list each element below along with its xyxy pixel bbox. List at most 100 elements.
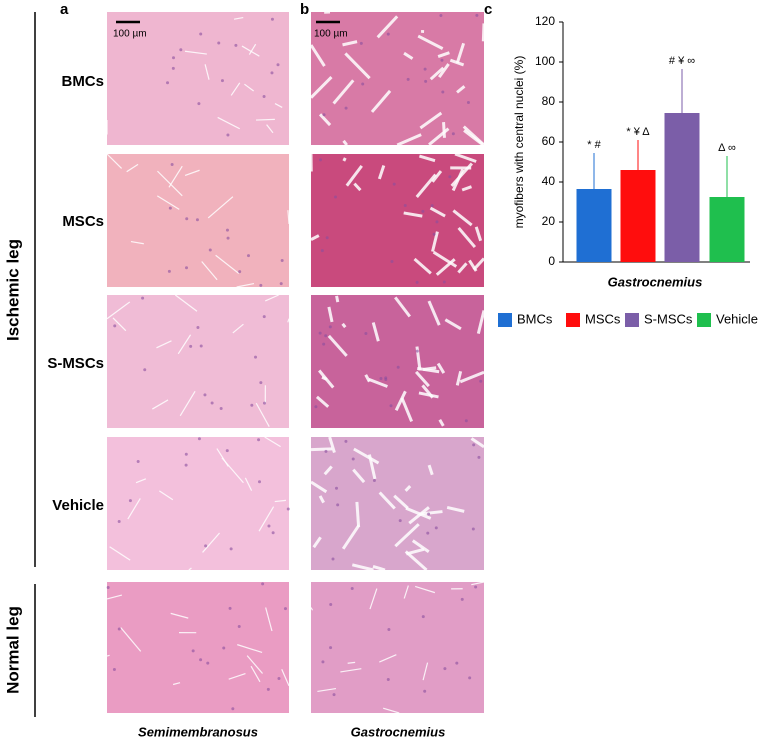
nucleus <box>372 478 376 482</box>
fiber-gap <box>135 478 147 484</box>
nucleus <box>279 282 283 286</box>
fiber-gap <box>377 165 386 180</box>
nucleus <box>228 606 232 610</box>
fiber-gap <box>341 322 347 329</box>
nucleus <box>455 661 459 665</box>
nucleus <box>421 615 425 619</box>
nucleus <box>261 582 265 586</box>
annotation: * ¥ Δ <box>626 126 650 138</box>
fiber-gap <box>429 66 445 81</box>
nucleus <box>392 182 396 186</box>
nucleus <box>350 586 354 590</box>
fiber-gap <box>188 567 192 571</box>
nucleus <box>421 209 425 213</box>
row-label: S-MSCs <box>47 355 104 372</box>
nucleus <box>423 67 427 71</box>
fiber-gap <box>130 240 144 245</box>
nucleus <box>257 480 261 484</box>
fiber-gap <box>274 103 283 108</box>
fiber-gap <box>172 682 181 686</box>
column-caption: Semimembranosus <box>138 724 258 739</box>
nucleus <box>427 512 431 516</box>
fiber-gap <box>454 152 477 163</box>
micrographs <box>106 10 486 714</box>
nucleus <box>320 249 324 253</box>
y-tick-label: 120 <box>535 14 555 28</box>
fiber-gap <box>255 402 270 427</box>
fiber-gap <box>459 370 485 384</box>
fiber-gap <box>438 419 445 427</box>
fiber-gap <box>418 391 439 399</box>
nucleus <box>238 270 242 274</box>
fiber-gap <box>379 654 397 663</box>
fiber-gap <box>372 564 386 572</box>
nucleus <box>472 443 476 447</box>
scale-label: 100 µm <box>314 29 348 40</box>
fiber-gap <box>244 83 255 92</box>
fiber-gap <box>382 707 400 714</box>
nucleus <box>406 77 410 81</box>
nucleus <box>229 547 233 551</box>
nucleus <box>448 175 452 179</box>
fiber-gap <box>159 490 174 501</box>
nucleus <box>329 602 333 606</box>
nucleus <box>434 526 438 530</box>
fiber-gap <box>287 210 290 224</box>
nucleus <box>477 455 481 459</box>
nucleus <box>322 342 326 346</box>
nucleus <box>332 693 336 697</box>
legend-swatch <box>498 313 512 327</box>
row-label: BMCs <box>61 73 104 90</box>
fiber-gap <box>419 111 443 130</box>
fiber-gap <box>472 257 486 271</box>
fiber-gap <box>106 301 131 320</box>
fiber-gap <box>332 79 355 105</box>
fiber-gap <box>437 63 450 78</box>
fiber-gap <box>258 506 275 532</box>
fiber-gap <box>344 52 371 80</box>
legend-label: Vehicle <box>716 311 758 326</box>
nucleus <box>322 113 326 117</box>
nucleus <box>206 661 210 665</box>
fiber-gap <box>127 498 141 520</box>
fiber-gap <box>120 627 142 652</box>
micrograph <box>107 437 289 570</box>
nucleus <box>259 283 263 287</box>
nucleus <box>314 405 318 409</box>
nucleus <box>389 404 393 408</box>
row-label: MSCs <box>62 213 104 230</box>
nucleus <box>171 66 175 70</box>
panel-label: a <box>60 1 69 18</box>
annotation: * # <box>587 139 601 151</box>
nucleus <box>396 365 400 369</box>
nucleus <box>451 132 455 136</box>
nucleus <box>204 544 208 548</box>
fiber-gap <box>481 23 486 42</box>
nucleus <box>475 13 479 17</box>
fiber-gap <box>342 40 358 47</box>
fiber-gap <box>109 546 131 561</box>
legend-label: MSCs <box>585 311 621 326</box>
nucleus <box>196 326 200 330</box>
nucleus <box>280 259 284 263</box>
fiber-gap <box>318 113 332 127</box>
fiber-gap <box>404 485 412 492</box>
nucleus <box>328 325 332 329</box>
fiber-gap <box>404 550 428 572</box>
nucleus <box>398 519 402 523</box>
y-tick-label: 80 <box>542 94 556 108</box>
fiber-gap <box>431 231 439 252</box>
bar <box>620 170 656 262</box>
nucleus <box>359 41 363 45</box>
nucleus <box>263 401 267 405</box>
fiber-gap <box>168 165 183 188</box>
panel-label: b <box>300 1 309 18</box>
column-caption: Gastrocnemius <box>351 724 446 739</box>
fiber-gap <box>342 157 347 162</box>
nucleus <box>172 56 176 60</box>
fiber-gap <box>106 594 123 600</box>
nucleus <box>286 507 290 511</box>
nucleus <box>189 344 193 348</box>
legend-label: S-MSCs <box>644 311 693 326</box>
fiber-gap <box>287 318 290 323</box>
